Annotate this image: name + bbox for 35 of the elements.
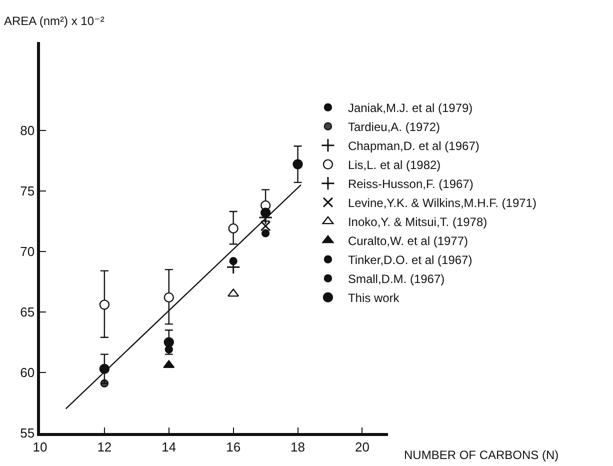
point — [260, 220, 271, 232]
x-tick-label: 10 — [32, 439, 48, 454]
legend-label: Tinker,D.O. et al (1967) — [348, 253, 472, 268]
point — [261, 229, 270, 238]
legend-label: Janiak,M.J. et al (1979) — [348, 101, 473, 116]
point — [99, 300, 110, 310]
x-tick-label: 14 — [162, 439, 176, 454]
x-tick-label: 12 — [97, 439, 112, 454]
x-tick-label: 20 — [354, 439, 370, 454]
x-tick-label: 16 — [226, 439, 241, 454]
x-tick-label: 18 — [290, 439, 306, 454]
y-tick-label: 80 — [20, 122, 35, 138]
legend-label: Reiss-Husson,F. (1967) — [348, 177, 474, 192]
y-tick-label: 75 — [20, 183, 35, 198]
y-tick-label: 55 — [20, 426, 35, 441]
legend-label: Lis,L. et al (1982) — [348, 158, 441, 172]
y-tick-label: 60 — [20, 365, 35, 380]
legend-label: Levine,Y.K. & Wilkins,M.H.F. (1971) — [348, 196, 536, 210]
point — [164, 292, 174, 303]
legend-label: Chapman,D. et al (1967) — [348, 139, 480, 154]
point — [164, 337, 174, 348]
x-axis-title: NUMBER OF CARBONS (N) — [404, 448, 559, 462]
legend-label: Inoko,Y. & Mitsui,T. (1978) — [348, 215, 488, 230]
y-axis-title: AREA (nm²) x 10⁻² — [4, 14, 104, 28]
legend-label: Tardieu,A. (1972) — [348, 120, 440, 134]
legend-label: Small,D.M. (1967) — [348, 272, 445, 286]
legend-label: This work — [348, 291, 400, 306]
y-tick-label: 70 — [20, 244, 35, 259]
point — [260, 208, 271, 218]
point — [163, 360, 175, 368]
point — [228, 288, 240, 297]
y-tick-label: 65 — [20, 304, 35, 320]
point — [228, 223, 238, 234]
point — [292, 159, 303, 170]
legend-label: Curalto,W. et al (1977) — [348, 234, 468, 248]
